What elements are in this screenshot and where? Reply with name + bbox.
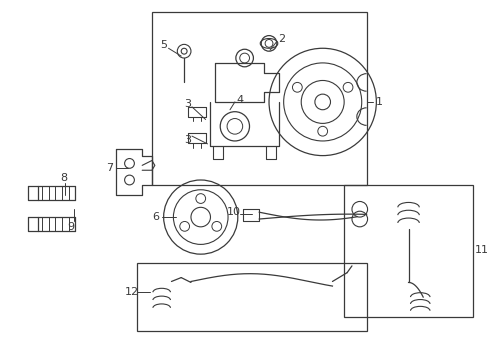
Text: 9: 9	[67, 222, 74, 232]
Text: 4: 4	[236, 95, 244, 105]
Text: 5: 5	[160, 40, 166, 50]
Bar	[344, 185, 472, 316]
Text: 3: 3	[184, 99, 191, 109]
Bar	[137, 263, 366, 331]
Text: 3: 3	[184, 135, 191, 145]
Text: 12: 12	[124, 287, 139, 297]
Text: 6: 6	[152, 212, 159, 222]
Text: 10: 10	[226, 207, 241, 217]
Text: 7: 7	[106, 163, 113, 173]
Text: 2: 2	[277, 33, 285, 44]
Text: 11: 11	[474, 245, 488, 255]
Text: 1: 1	[375, 97, 382, 107]
Text: 8: 8	[60, 173, 67, 183]
Bar	[152, 12, 366, 185]
